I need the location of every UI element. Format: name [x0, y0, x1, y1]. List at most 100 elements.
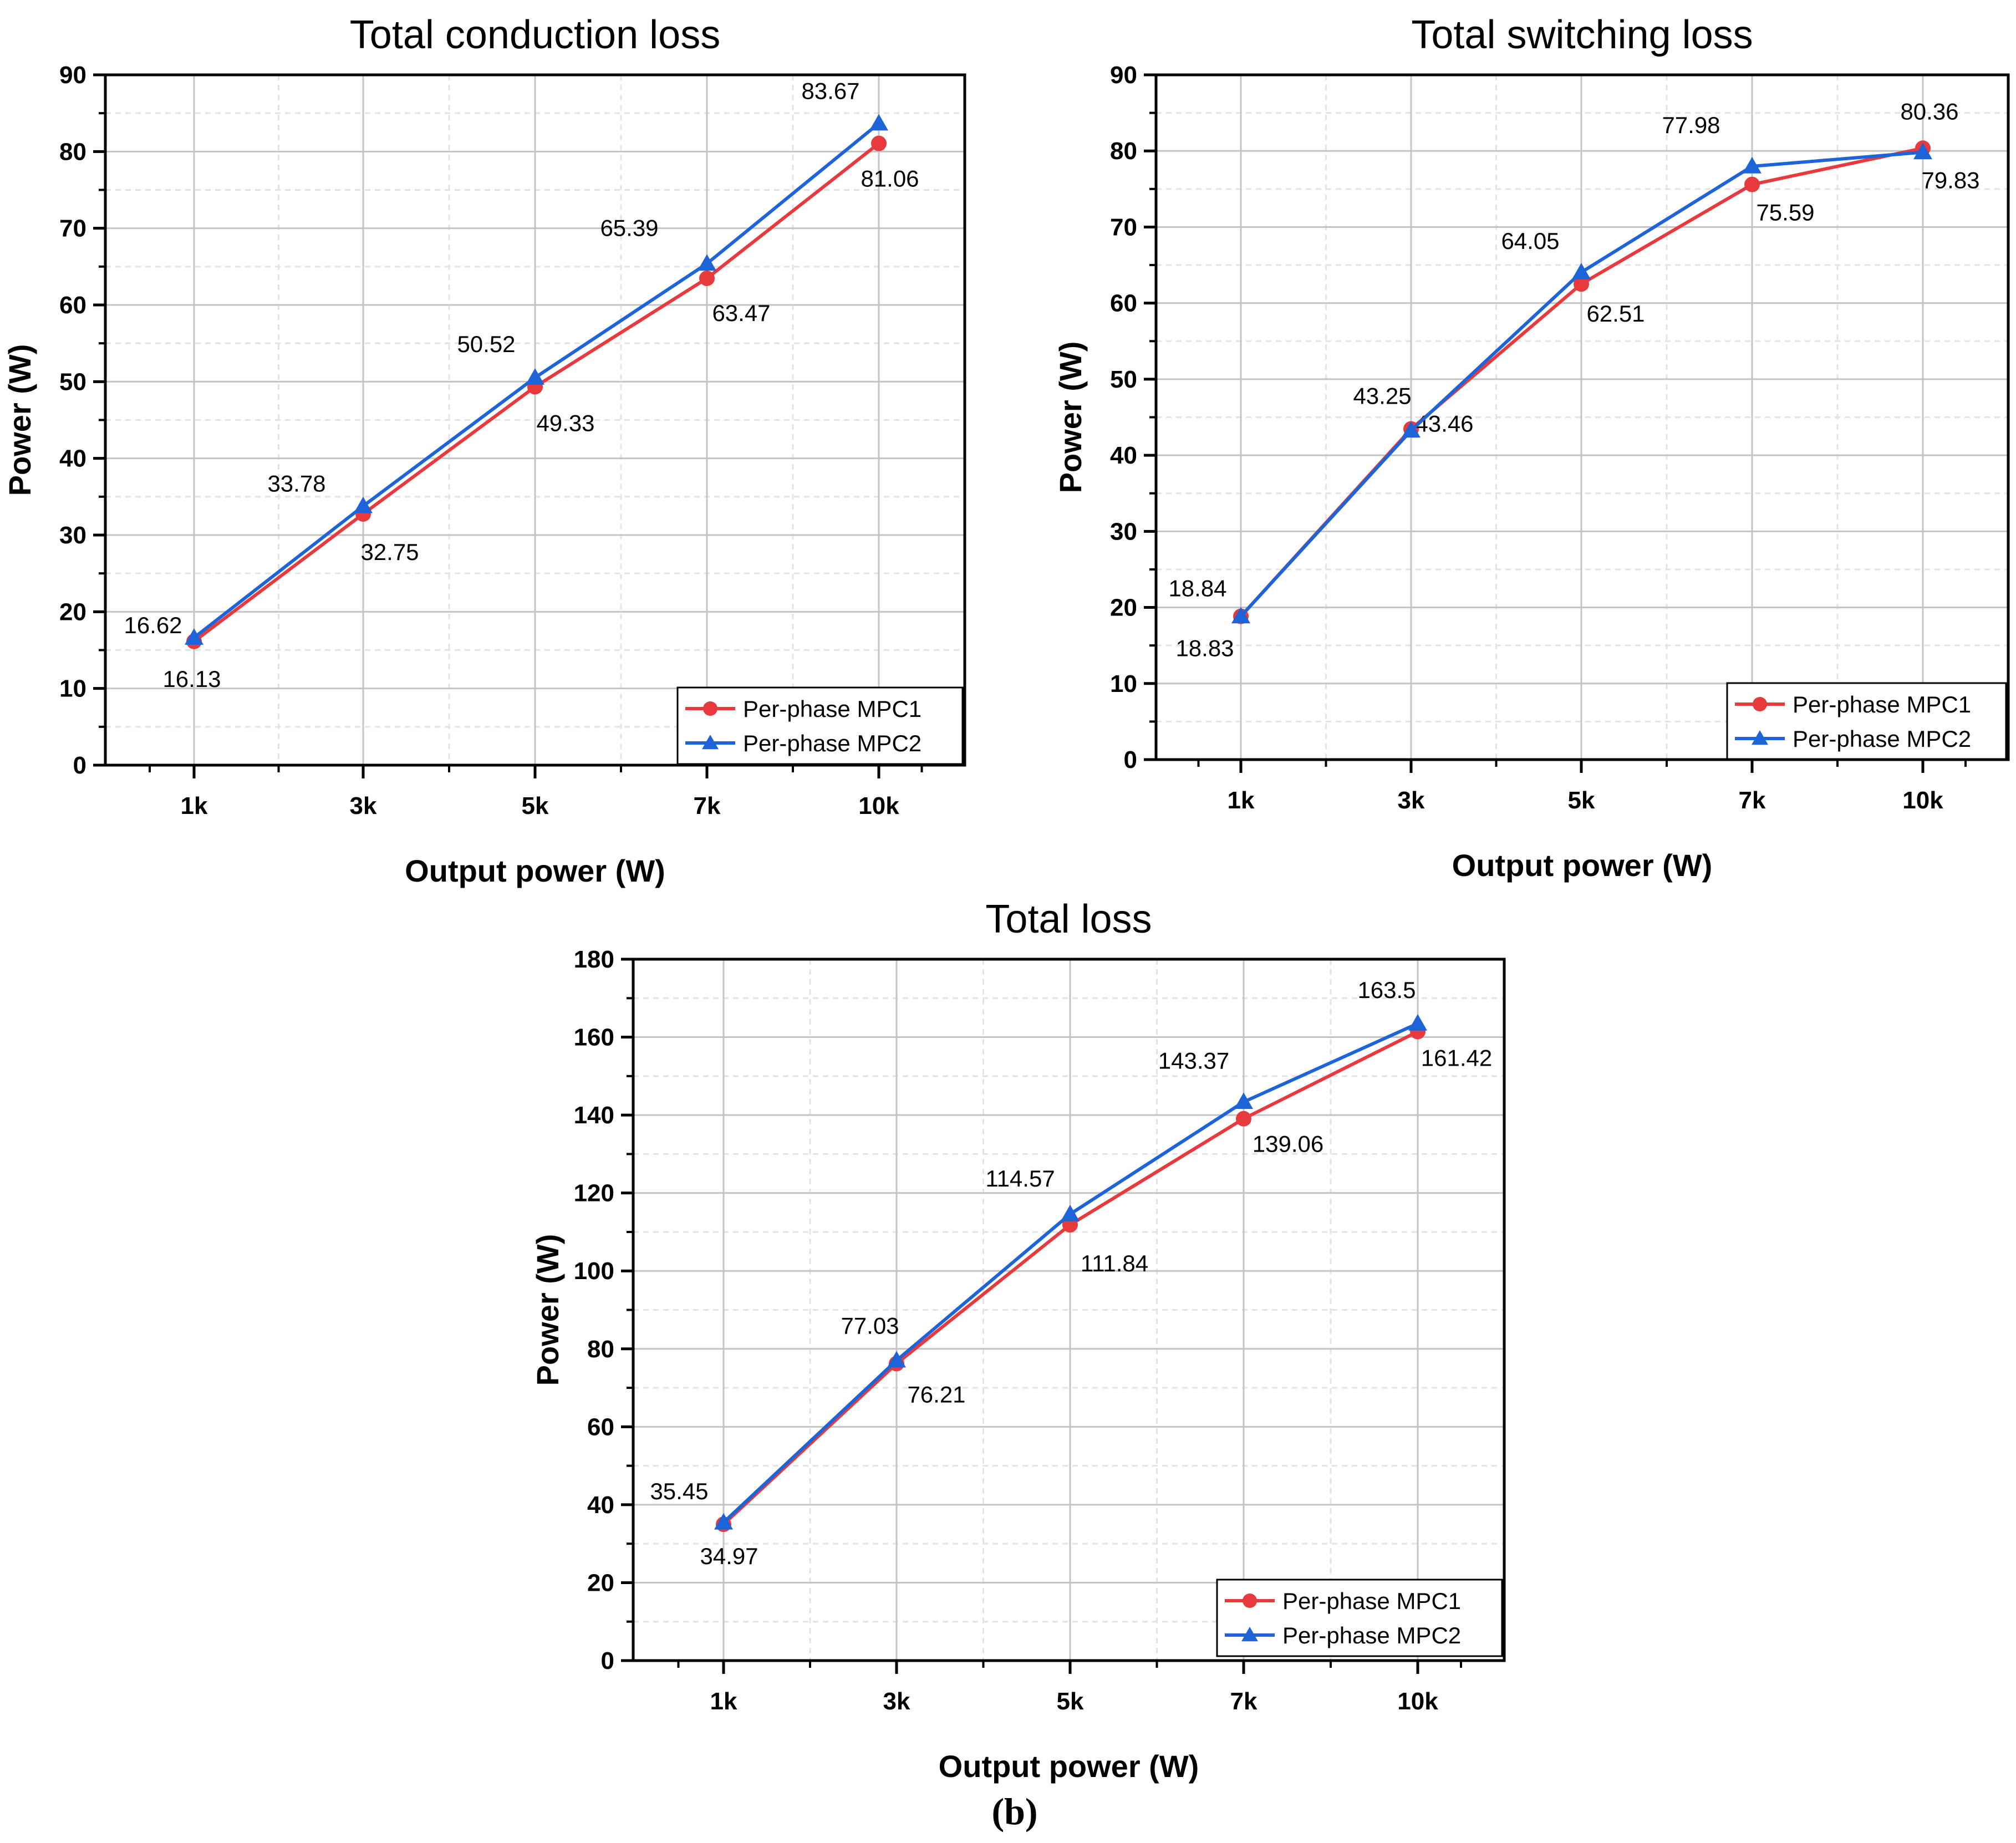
data-label-mpc1: 63.47	[712, 300, 770, 326]
y-tick-label: 40	[59, 445, 86, 472]
chart-title: Total loss	[985, 897, 1152, 941]
data-label-mpc1: 81.06	[861, 166, 919, 192]
y-tick-label: 80	[1110, 138, 1137, 165]
y-tick-label: 0	[601, 1647, 614, 1674]
y-tick-label: 0	[1124, 746, 1137, 773]
data-point-mpc2	[185, 628, 203, 645]
data-label-mpc2: 18.84	[1168, 575, 1226, 601]
legend-box	[1726, 682, 2007, 760]
data-point-mpc2	[354, 496, 373, 513]
x-tick-label: 7k	[1739, 787, 1766, 814]
data-label-mpc2: 35.45	[650, 1478, 708, 1504]
y-tick-label: 120	[574, 1180, 614, 1207]
data-label-mpc2: 83.67	[801, 78, 859, 104]
data-label-mpc2: 77.03	[841, 1313, 899, 1339]
data-label-mpc1: 18.83	[1175, 635, 1234, 661]
data-point-mpc1	[1574, 276, 1589, 292]
data-label-mpc1: 75.59	[1756, 200, 1814, 226]
data-label-mpc1: 49.33	[536, 410, 594, 436]
y-tick-label: 100	[574, 1257, 614, 1285]
chart-total-loss: 0 20 40 60 80 100 120 140 160 180 1k 3k 5k 7k 10k Total…	[530, 897, 1506, 1784]
x-tick-label: 7k	[694, 792, 721, 819]
legend-label: Per-phase MPC1	[1282, 1588, 1461, 1614]
y-tick-label: 20	[1110, 594, 1137, 622]
data-label-mpc1: 111.84	[1081, 1250, 1148, 1276]
x-axis-label: Output power (W)	[939, 1749, 1199, 1784]
y-tick-label: 50	[1110, 366, 1137, 393]
data-label-mpc2: 163.5	[1357, 977, 1416, 1003]
y-axis-label: Power (W)	[1053, 342, 1088, 493]
data-label-mpc1: 43.46	[1415, 411, 1473, 437]
data-label-mpc2: 33.78	[267, 471, 325, 497]
legend-marker-circle	[1243, 1593, 1257, 1608]
y-tick-label: 10	[1110, 670, 1137, 698]
data-label-mpc2: 50.52	[457, 331, 515, 357]
legend-marker-circle	[703, 701, 717, 716]
data-point-mpc2	[1913, 142, 1932, 160]
x-tick-label: 5k	[1057, 1688, 1084, 1715]
y-tick-label: 30	[59, 522, 86, 549]
data-point-mpc2	[1234, 1092, 1253, 1109]
x-tick-label: 3k	[350, 792, 377, 819]
chart-title: Total switching loss	[1411, 13, 1753, 57]
legend: Per-phase MPC1 Per-phase MPC2	[1726, 682, 2007, 760]
y-tick-label: 140	[574, 1102, 614, 1129]
y-tick-label: 30	[1110, 518, 1137, 545]
x-tick-label: 5k	[522, 792, 549, 819]
data-label-mpc1: 34.97	[700, 1543, 758, 1569]
legend-label: Per-phase MPC2	[1282, 1622, 1461, 1648]
x-tick-label: 1k	[181, 792, 208, 819]
x-tick-label: 7k	[1230, 1688, 1258, 1715]
y-tick-label: 40	[1110, 442, 1137, 469]
legend-marker-triangle	[1241, 1627, 1258, 1642]
data-label-mpc1: 76.21	[907, 1381, 965, 1407]
data-label-mpc2: 79.83	[1921, 167, 1979, 194]
data-point-mpc2	[1231, 607, 1250, 624]
data-label-mpc2: 143.37	[1158, 1047, 1229, 1073]
data-point-mpc2	[869, 114, 888, 131]
y-tick-label: 80	[587, 1336, 614, 1363]
data-label-mpc2: 114.57	[985, 1165, 1055, 1192]
data-point-mpc2	[1402, 421, 1421, 438]
legend-marker-triangle	[702, 735, 719, 750]
data-label-mpc2: 43.25	[1353, 383, 1411, 409]
legend-box	[676, 686, 964, 765]
data-point-mpc2	[526, 368, 544, 385]
data-point-mpc2	[887, 1351, 906, 1368]
legend-marker-circle	[1753, 697, 1767, 711]
legend-label: Per-phase MPC2	[743, 730, 922, 756]
data-label-mpc2: 16.62	[124, 612, 182, 638]
y-tick-label: 70	[1110, 213, 1137, 241]
x-tick-label: 3k	[883, 1688, 910, 1715]
y-tick-label: 180	[574, 946, 614, 973]
y-tick-label: 70	[59, 215, 86, 242]
data-label-mpc1: 139.06	[1253, 1131, 1323, 1157]
legend-label: Per-phase MPC2	[1793, 726, 1971, 752]
y-tick-label: 20	[587, 1569, 614, 1596]
data-point-mpc2	[1743, 156, 1762, 174]
data-label-mpc1: 32.75	[360, 539, 419, 565]
legend: Per-phase MPC1 Per-phase MPC2	[1216, 1579, 1503, 1657]
chart-title: Total conduction loss	[350, 13, 720, 57]
y-axis-label: Power (W)	[530, 1234, 565, 1386]
x-tick-label: 1k	[1228, 787, 1255, 814]
x-tick-label: 10k	[858, 792, 899, 819]
data-point-mpc2	[1408, 1014, 1427, 1031]
legend-label: Per-phase MPC1	[1793, 691, 1971, 717]
data-label-mpc1: 16.13	[162, 666, 221, 692]
y-tick-label: 60	[59, 292, 86, 319]
y-tick-label: 80	[59, 138, 86, 165]
data-point-mpc2	[1572, 263, 1591, 279]
data-point-mpc1	[1744, 176, 1760, 192]
data-label-mpc1: 62.51	[1586, 301, 1645, 327]
x-axis-label: Output power (W)	[1452, 848, 1713, 883]
x-tick-label: 3k	[1398, 787, 1425, 814]
data-point-mpc1	[1236, 1111, 1251, 1127]
x-tick-label: 10k	[1902, 787, 1943, 814]
figure-caption: (b)	[991, 1790, 1037, 1832]
legend-marker-triangle	[1752, 730, 1768, 745]
data-label-mpc2: 64.05	[1501, 228, 1559, 254]
data-label-mpc1: 80.36	[1900, 98, 1958, 124]
y-tick-label: 160	[574, 1024, 614, 1051]
